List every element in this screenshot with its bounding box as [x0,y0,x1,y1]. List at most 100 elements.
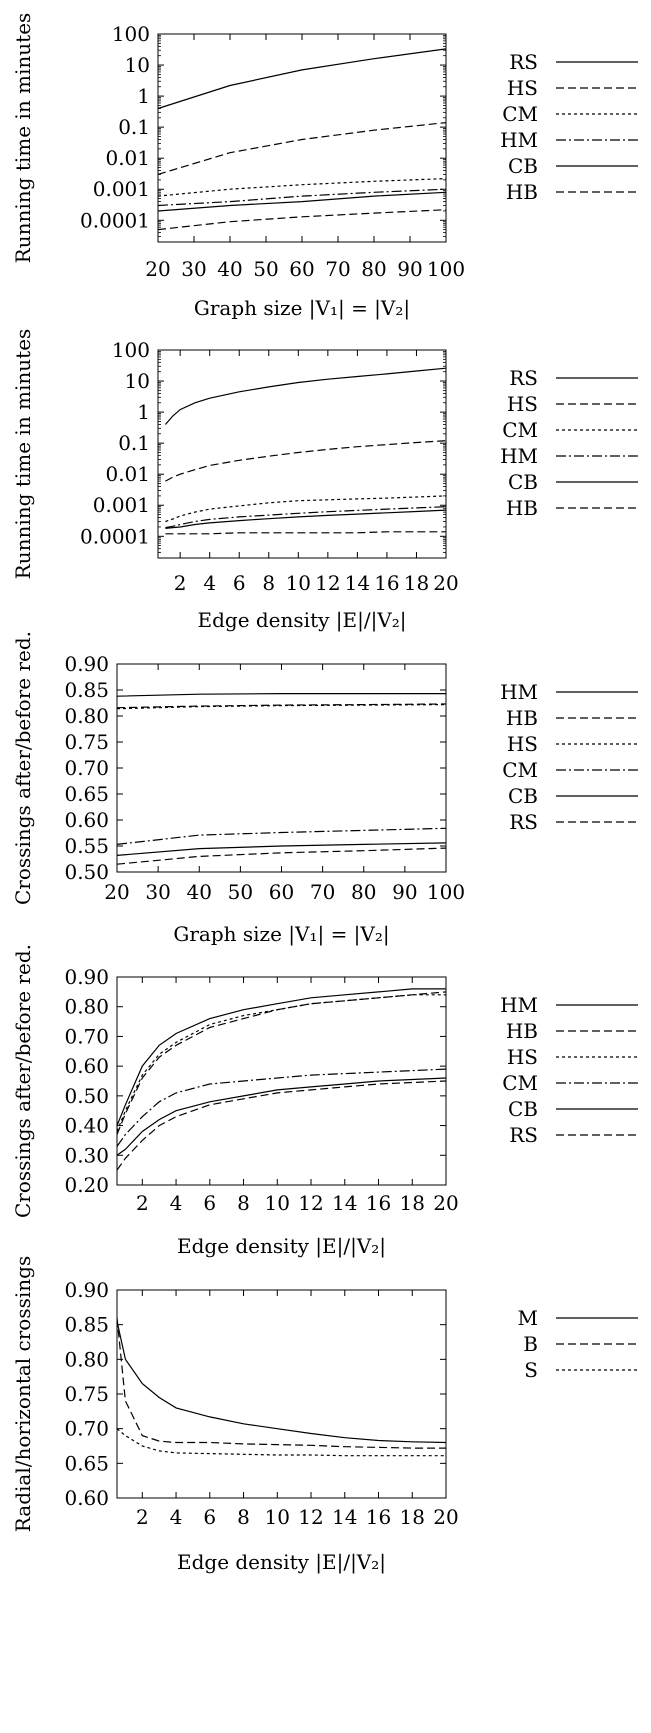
y-tick-label: 0.60 [64,1486,109,1510]
y-tick-label: 0.90 [64,652,109,676]
x-tick-label: 6 [203,1505,216,1529]
y-tick-label: 0.90 [64,1278,109,1302]
x-axis-label: Edge density |E|/|V₂| [177,1234,386,1259]
x-tick-label: 90 [397,257,422,281]
x-tick-label: 80 [361,257,386,281]
chart-5: 0.90 0.85 0.80 0.75 0.70 0.65 0.60 2 4 6 8 10 12 14 16… [11,1256,638,1575]
series-line-hs [116,994,446,1132]
y-tick-label: 0.1 [118,431,150,455]
legend-label: HB [506,1019,538,1043]
legend-label: HB [506,180,538,204]
y-tick-label: 0.01 [105,146,150,170]
y-tick-label: 0.0001 [80,208,150,232]
y-tick-label: 0.55 [64,834,109,858]
y-tick-label: 0.85 [64,1313,109,1337]
y-tick-label: 10 [125,53,150,77]
x-tick-label: 18 [404,571,429,595]
series-line-hs [157,122,447,175]
y-tick-label: 0.50 [64,860,109,884]
legend-label: HM [500,444,538,468]
x-tick-label: 6 [233,571,246,595]
legend-label: HB [506,496,538,520]
y-tick-label: 0.20 [64,1173,109,1197]
x-tick-label: 14 [332,1191,357,1215]
series-line-rs [157,48,447,110]
legend-label: CB [508,154,538,178]
y-tick-label: 10 [125,369,150,393]
series-line-rs [116,847,447,865]
legend-label: HM [500,128,538,152]
x-tick-label: 20 [433,1505,458,1529]
y-axis-label: Running time in minutes [11,13,35,264]
legend-label: CM [502,758,538,782]
y-tick-label: 0.60 [64,1054,109,1078]
y-axis-label: Crossings after/before red. [11,631,35,905]
legend-label: HS [507,1045,538,1069]
x-tick-label: 10 [286,571,311,595]
legend-label: M [518,1306,538,1330]
x-tick-label: 40 [217,257,242,281]
y-tick-label: 0.50 [64,1084,109,1108]
x-axis-label: Edge density |E|/|V₂| [197,608,406,633]
x-tick-label: 100 [427,257,465,281]
x-tick-label: 10 [265,1505,290,1529]
legend-label: CM [502,418,538,442]
chart-1: 100 10 1 0.1 0.01 0.001 0.0001 20 30 40 50 60 70 80 90… [11,13,638,321]
y-tick-label: 0.40 [64,1114,109,1138]
legend-label: HM [500,993,538,1017]
x-tick-label: 40 [187,880,212,904]
series-line-b [116,1317,446,1449]
legend-label: RS [509,1123,538,1147]
y-tick-label: 0.70 [64,1417,109,1441]
legend-label: S [524,1358,538,1382]
y-tick-label: 0.01 [105,462,150,486]
x-tick-label: 60 [269,880,294,904]
x-tick-label: 2 [136,1191,149,1215]
x-tick-label: 8 [237,1505,250,1529]
y-tick-label: 100 [112,338,150,362]
legend-label: HB [506,706,538,730]
series-line-hs [116,703,447,710]
legend-label: RS [509,810,538,834]
x-tick-label: 2 [136,1505,149,1529]
plot-frame [157,33,447,243]
series-line-rs [116,1080,447,1171]
x-tick-label: 30 [181,257,206,281]
legend-label: HM [500,680,538,704]
x-tick-label: 16 [366,1191,391,1215]
plot-frame [116,976,447,1186]
y-axis-label: Radial/horizontal crossings [11,1256,35,1532]
series-line-cb [165,509,447,529]
x-tick-label: 20 [145,257,170,281]
y-tick-label: 0.80 [64,1347,109,1371]
legend-label: RS [509,366,538,390]
x-tick-label: 4 [170,1505,183,1529]
x-tick-label: 10 [265,1191,290,1215]
y-tick-label: 0.001 [93,493,150,517]
series-line-hb [116,991,447,1135]
series-line-cb [116,842,447,856]
y-tick-label: 0.90 [64,965,109,989]
x-tick-label: 4 [170,1191,183,1215]
y-tick-label: 100 [112,22,150,46]
y-tick-label: 0.1 [118,115,150,139]
series-line-hs [165,440,447,482]
x-tick-label: 12 [315,571,340,595]
y-tick-label: 0.001 [93,177,150,201]
y-tick-label: 0.75 [64,1382,109,1406]
y-tick-label: 1 [137,84,150,108]
series-line-cm [165,495,447,523]
legend-label: RS [509,50,538,74]
chart-4: 0.90 0.80 0.70 0.60 0.50 0.40 0.30 0.20 2 4 6 8 10 12… [11,944,638,1259]
y-tick-label: 1 [137,400,150,424]
series-line-m [116,1321,447,1444]
series-line-hm [165,506,447,529]
y-tick-label: 0.85 [64,678,109,702]
x-tick-label: 70 [325,257,350,281]
series-line-s [116,1428,446,1457]
x-tick-label: 80 [351,880,376,904]
x-tick-label: 20 [104,880,129,904]
x-tick-label: 16 [374,571,399,595]
